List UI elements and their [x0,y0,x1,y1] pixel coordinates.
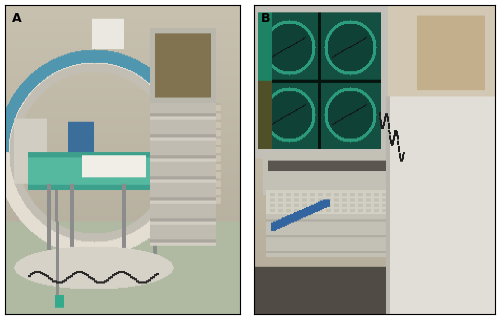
Text: A: A [12,12,22,25]
Text: B: B [261,12,270,25]
